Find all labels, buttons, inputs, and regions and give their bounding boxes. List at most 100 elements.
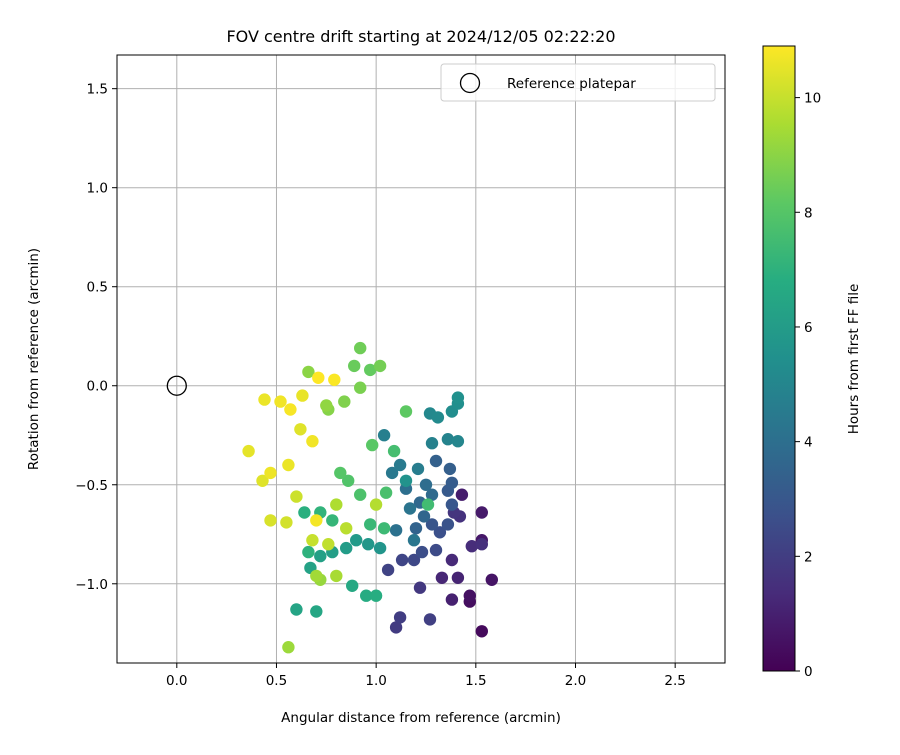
data-point	[354, 381, 367, 394]
y-tick-label: 1.5	[87, 82, 108, 98]
colorbar-tick-label: 8	[804, 205, 813, 221]
x-tick-label: 2.0	[565, 673, 586, 689]
data-point	[282, 641, 295, 654]
data-point	[340, 522, 353, 535]
data-point	[296, 389, 309, 402]
data-point	[338, 395, 351, 408]
colorbar-label: Hours from first FF file	[846, 284, 862, 435]
chart-title: FOV centre drift starting at 2024/12/05 …	[226, 27, 615, 46]
data-point	[354, 488, 367, 501]
colorbar-tick-label: 2	[804, 549, 813, 565]
data-point	[381, 563, 395, 577]
data-point	[290, 603, 303, 616]
data-point	[312, 371, 325, 384]
data-point	[302, 545, 315, 559]
data-point	[346, 579, 359, 592]
y-tick-label: −1.0	[75, 577, 108, 593]
data-point	[310, 514, 323, 527]
colorbar-tick-label: 6	[804, 320, 813, 336]
data-point	[340, 541, 353, 555]
data-point	[306, 435, 319, 448]
y-axis-label: Rotation from reference (arcmin)	[26, 248, 42, 470]
data-point	[379, 486, 393, 499]
data-point	[302, 365, 315, 379]
data-point	[441, 518, 455, 531]
data-point	[389, 621, 403, 634]
data-point	[306, 534, 319, 547]
data-point	[393, 611, 407, 624]
x-axis-ticks: 0.0 0.5 1.0 1.5 2.0 2.5	[166, 663, 686, 689]
legend-label: Reference platepar	[507, 76, 636, 92]
data-point	[445, 498, 459, 511]
data-point	[389, 524, 403, 537]
data-point	[328, 373, 341, 386]
data-point	[264, 466, 277, 480]
data-point	[413, 581, 427, 594]
data-point	[334, 466, 347, 480]
data-points	[242, 341, 498, 654]
data-point	[475, 538, 488, 551]
data-point	[429, 454, 443, 468]
data-point	[415, 545, 429, 559]
data-point	[445, 593, 459, 606]
data-point	[310, 605, 323, 618]
x-axis-label: Angular distance from reference (arcmin)	[281, 710, 561, 726]
reference-platepar-marker	[166, 375, 187, 396]
data-point	[373, 541, 387, 555]
colorbar-gradient	[762, 45, 796, 672]
data-point	[407, 534, 421, 547]
y-tick-label: −0.5	[75, 478, 108, 494]
y-tick-label: 1.0	[87, 181, 108, 197]
data-point	[377, 522, 391, 535]
data-point	[399, 474, 413, 487]
data-point	[431, 411, 445, 424]
data-point	[348, 359, 361, 373]
data-point	[435, 571, 449, 584]
data-point	[475, 506, 488, 519]
x-tick-label: 2.5	[664, 673, 685, 689]
data-point	[395, 553, 409, 567]
colorbar-tick-label: 4	[804, 435, 813, 451]
data-point	[242, 444, 255, 458]
data-point	[294, 423, 307, 436]
x-tick-label: 0.5	[266, 673, 287, 689]
y-tick-label: 0.5	[87, 280, 108, 296]
data-point	[280, 516, 293, 529]
data-point	[258, 393, 271, 406]
data-point	[441, 433, 455, 446]
data-point	[320, 399, 333, 412]
data-point	[417, 510, 431, 523]
data-point	[256, 474, 269, 487]
data-point	[445, 476, 459, 489]
data-point	[451, 391, 465, 404]
colorbar-tick-label: 0	[804, 664, 813, 680]
data-point	[330, 498, 343, 511]
data-point	[377, 429, 391, 442]
data-point	[342, 474, 355, 487]
data-point	[298, 506, 311, 519]
data-point	[451, 435, 465, 448]
data-point	[354, 341, 367, 355]
y-tick-label: 0.0	[87, 379, 108, 395]
data-point	[310, 569, 323, 583]
data-point	[314, 549, 327, 563]
data-point	[366, 438, 379, 452]
data-point	[330, 569, 343, 583]
x-tick-label: 0.0	[166, 673, 187, 689]
data-point	[264, 514, 277, 527]
data-point	[423, 613, 437, 626]
grid	[117, 55, 725, 663]
data-point	[465, 540, 478, 553]
colorbar-tick-label: 10	[804, 91, 821, 107]
data-point	[364, 363, 377, 377]
legend-box	[440, 63, 716, 102]
x-tick-label: 1.5	[465, 673, 486, 689]
data-point	[290, 490, 303, 503]
data-point	[326, 514, 339, 527]
data-point	[429, 543, 443, 557]
data-point	[393, 458, 407, 472]
data-point	[433, 526, 447, 539]
data-point	[284, 403, 297, 416]
data-point	[385, 466, 399, 480]
